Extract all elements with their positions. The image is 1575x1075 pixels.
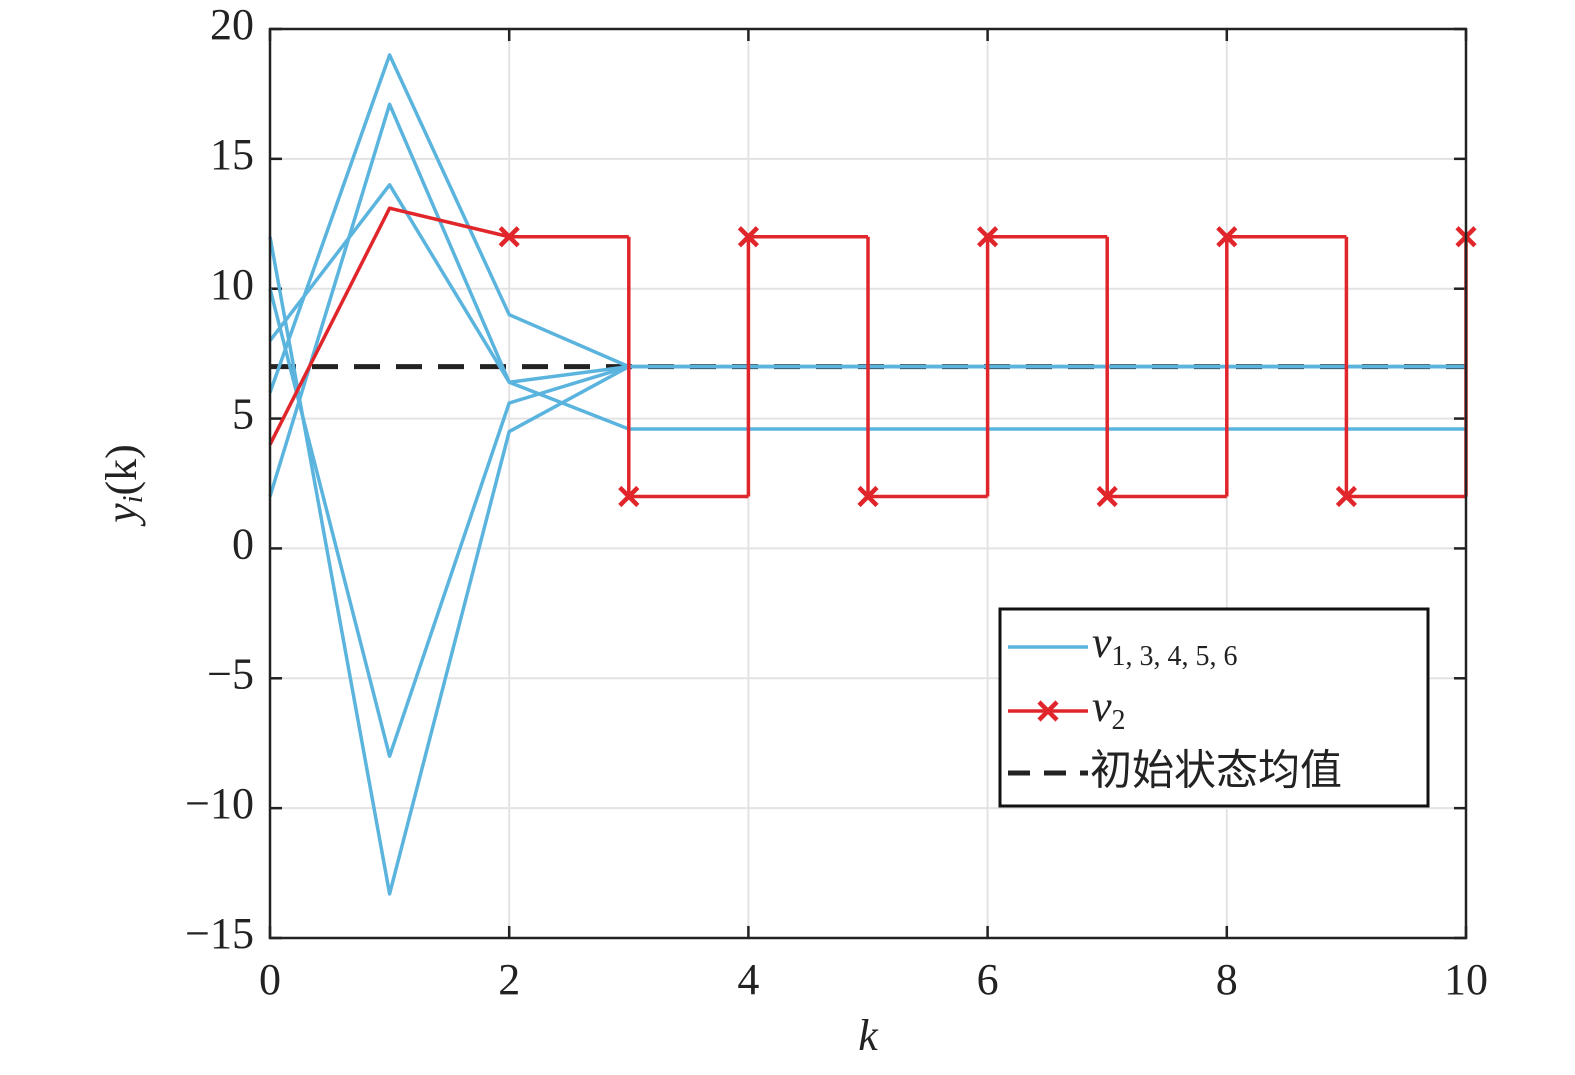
x-tick-label: 6 [977, 955, 999, 1004]
marker [1096, 485, 1118, 508]
marker [1216, 226, 1238, 248]
y-tick-label: 0 [232, 520, 254, 569]
x-tick-label: 2 [498, 955, 520, 1004]
legend-label-base: v [1092, 618, 1112, 667]
x-tick-label: 10 [1444, 955, 1488, 1004]
x-axis-label: k [858, 1011, 879, 1060]
legend-label: v2 [1092, 682, 1126, 736]
x-tick-label: 4 [737, 955, 759, 1004]
marker [737, 226, 759, 248]
marker [857, 485, 879, 508]
y-tick-label: 20 [210, 0, 254, 49]
y-axis-label: yi(k) [97, 444, 149, 527]
legend-label-sub: 1, 3, 4, 5, 6 [1112, 641, 1238, 672]
marker [977, 226, 999, 248]
axes-box [268, 27, 1468, 940]
y-axis-label-rest: (k) [97, 444, 146, 495]
x-tick-label: 8 [1216, 955, 1238, 1004]
marker [618, 485, 640, 508]
legend-label: v1, 3, 4, 5, 6 [1092, 618, 1238, 672]
legend-label-sub: 2 [1112, 705, 1126, 736]
marker [1335, 485, 1357, 508]
y-tick-label: 10 [210, 260, 254, 309]
y-tick-label: −15 [185, 909, 254, 958]
y-axis-label-sub: i [118, 496, 149, 504]
legend-box [998, 607, 1430, 808]
legend-label-base: v [1092, 682, 1112, 731]
y-tick-label: −5 [207, 649, 254, 698]
y-tick-label: 5 [232, 390, 254, 439]
series-line [268, 206, 510, 446]
y-tick-label: −10 [185, 779, 254, 828]
legend-marker [1037, 700, 1059, 722]
y-axis-label-base: y [97, 503, 146, 527]
x-tick-label: 0 [259, 955, 281, 1004]
y-tick-label: 15 [210, 130, 254, 179]
legend-label: 初始状态均值 [1090, 746, 1342, 795]
marker [498, 226, 520, 248]
